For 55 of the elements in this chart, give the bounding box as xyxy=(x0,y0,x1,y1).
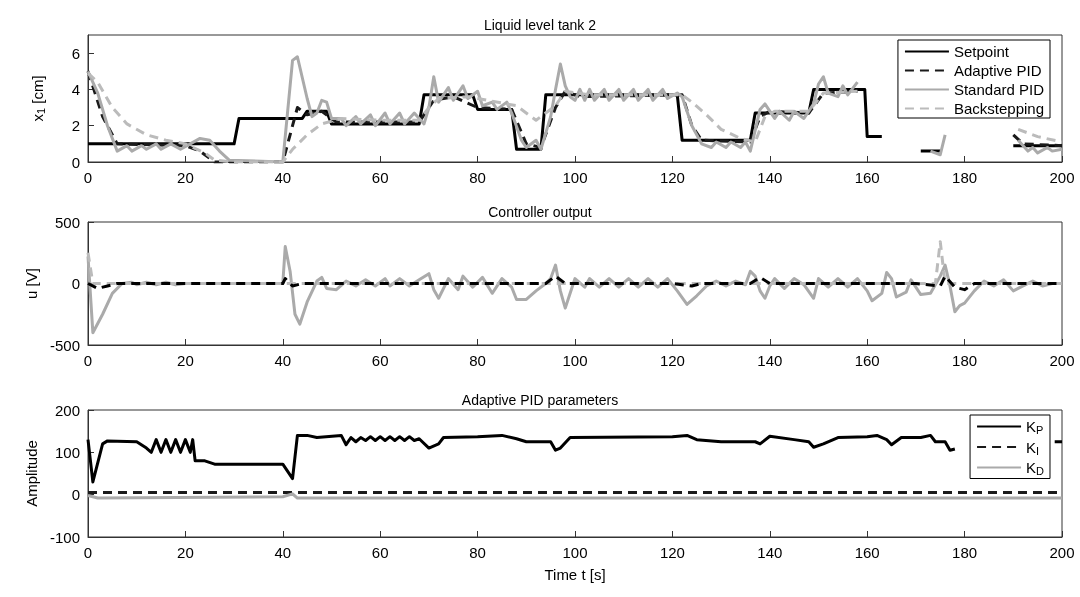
x-tick-label: 0 xyxy=(83,352,93,369)
x-tick-label: 100 xyxy=(562,169,588,186)
y-tick-label: -500 xyxy=(49,336,80,354)
y-tick-label: 4 xyxy=(71,80,80,98)
y-tick-label: 0 xyxy=(71,275,80,292)
x-tick-label: 60 xyxy=(371,544,389,561)
x-tick-label: 100 xyxy=(562,352,588,369)
x-axis-title: Time t [s] xyxy=(544,566,606,583)
legend-label: Adaptive PID xyxy=(953,62,1042,79)
x-tick-label: 40 xyxy=(274,544,292,561)
x-tick-label: 200 xyxy=(1049,169,1075,186)
x-tick-label: 200 xyxy=(1049,352,1075,369)
x-tick-label: 160 xyxy=(854,544,880,561)
x-tick-label: 140 xyxy=(757,352,783,369)
x-tick-label: 120 xyxy=(659,352,685,369)
x-tick-label: 80 xyxy=(469,544,486,561)
x-tick-label: 160 xyxy=(854,352,880,369)
chart-title: Liquid level tank 2 xyxy=(483,17,597,33)
legend-label: Standard PID xyxy=(953,81,1045,98)
x-tick-label: 200 xyxy=(1049,544,1075,561)
y-tick-label: 0 xyxy=(71,153,80,171)
x-tick-label: 100 xyxy=(562,544,588,561)
x-tick-label: 140 xyxy=(757,169,783,186)
x-tick-label: 0 xyxy=(83,169,93,186)
x-tick-label: 0 xyxy=(83,544,93,561)
x-tick-label: 140 xyxy=(757,544,783,561)
x-tick-label: 120 xyxy=(659,169,685,186)
x-tick-label: 180 xyxy=(952,352,978,369)
x-tick-label: 80 xyxy=(469,352,486,369)
x-tick-label: 40 xyxy=(274,169,292,186)
chart-title: Controller output xyxy=(488,204,592,220)
legend-label: Setpoint xyxy=(953,43,1010,60)
x-tick-label: 60 xyxy=(371,169,389,186)
y-axis-title: u [V] xyxy=(23,268,41,299)
x-tick-label: 80 xyxy=(469,169,486,186)
y-tick-label: -100 xyxy=(49,528,80,546)
chart-title: Adaptive PID parameters xyxy=(461,392,619,408)
y-tick-label: 6 xyxy=(71,44,80,62)
x-tick-label: 40 xyxy=(274,352,292,369)
x-tick-label: 20 xyxy=(177,352,194,369)
x-tick-label: 180 xyxy=(952,544,978,561)
x-tick-label: 20 xyxy=(177,544,194,561)
x-tick-label: 120 xyxy=(659,544,685,561)
y-axis-title: Amplitude xyxy=(23,440,41,507)
y-tick-label: 500 xyxy=(54,213,80,231)
x-tick-label: 160 xyxy=(854,169,880,186)
y-axis-title: x1 [cm] xyxy=(28,75,47,122)
legend-label: Backstepping xyxy=(953,100,1044,117)
x-tick-label: 60 xyxy=(371,352,389,369)
y-tick-label: 100 xyxy=(54,443,80,461)
y-tick-label: 0 xyxy=(71,486,80,504)
y-tick-label: 200 xyxy=(54,401,80,419)
x-tick-label: 20 xyxy=(177,169,194,186)
y-tick-label: 2 xyxy=(71,117,80,135)
x-tick-label: 180 xyxy=(952,169,978,186)
